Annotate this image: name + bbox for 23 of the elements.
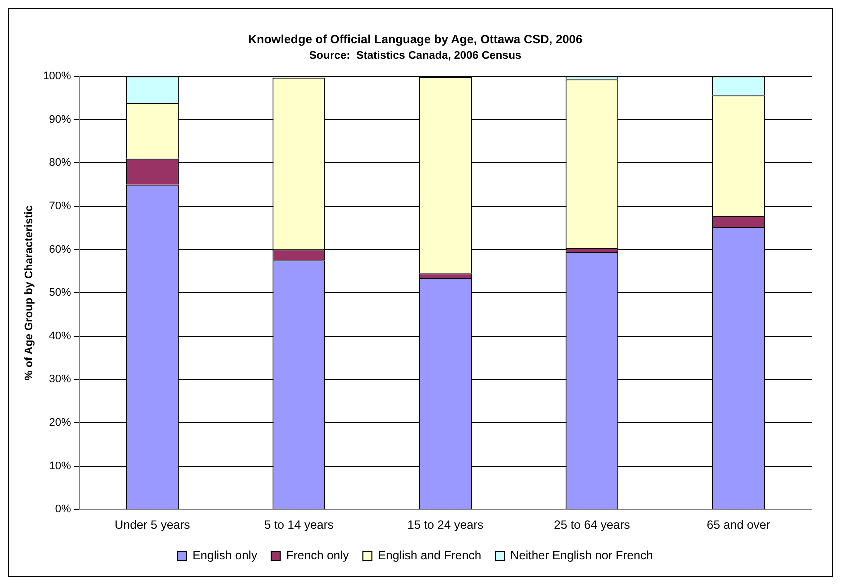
legend-label: Neither English nor French bbox=[510, 548, 654, 562]
legend-label: French only bbox=[286, 548, 350, 562]
x-tick-label: 5 to 14 years bbox=[264, 518, 334, 532]
y-tick-label: 10% bbox=[49, 460, 72, 472]
y-tick-label: 50% bbox=[49, 287, 72, 300]
y-tick-label: 100% bbox=[43, 70, 72, 83]
y-tick-label: 20% bbox=[49, 417, 72, 430]
chart-title: Knowledge of Official Language by Age, Ottawa CSD, 2006 bbox=[248, 32, 583, 47]
y-tick-label: 0% bbox=[55, 504, 72, 516]
y-tick-label: 60% bbox=[49, 244, 72, 256]
x-tick-label: Under 5 years bbox=[114, 518, 190, 532]
x-tick-label: 65 and over bbox=[707, 518, 770, 532]
x-tick-label: 15 to 24 years bbox=[408, 518, 484, 532]
y-tick-label: 70% bbox=[49, 200, 72, 213]
y-tick-label: 90% bbox=[49, 114, 72, 126]
y-tick-label: 40% bbox=[49, 330, 72, 342]
y-tick-label: 80% bbox=[49, 157, 72, 170]
legend-label: English only bbox=[192, 548, 258, 562]
x-tick-label: 25 to 64 years bbox=[554, 518, 630, 532]
chart-subtitle: Source: Statistics Canada, 2006 Census bbox=[309, 50, 522, 62]
y-axis-title: % of Age Group by Characteristic bbox=[24, 206, 36, 381]
legend-label: English and French bbox=[378, 548, 482, 562]
y-tick-label: 30% bbox=[49, 374, 72, 386]
